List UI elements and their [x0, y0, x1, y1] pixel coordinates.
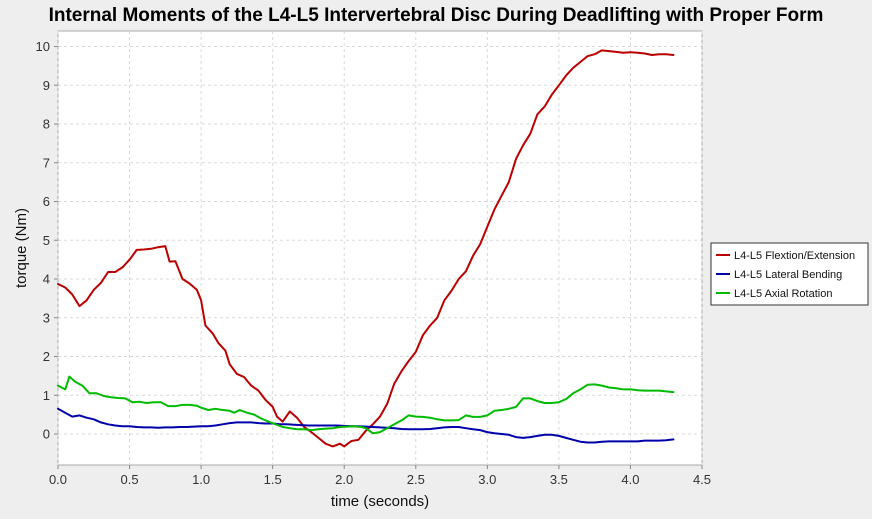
y-tick-label: 2 — [43, 349, 50, 364]
legend-box — [710, 242, 869, 306]
legend: L4-L5 Flextion/Extension L4-L5 Lateral Be… — [710, 242, 869, 306]
x-axis-title: time (seconds) — [331, 493, 429, 510]
legend-label-2: L4-L5 Lateral Bending — [734, 269, 842, 281]
y-tick-label: 0 — [43, 427, 50, 442]
y-axis-title: torque (Nm) — [13, 208, 30, 288]
y-tick-label: 6 — [43, 194, 50, 209]
series-layer — [57, 49, 675, 448]
series-line-2 — [57, 407, 675, 444]
y-tick-label: 8 — [43, 117, 50, 132]
chart-title: Internal Moments of the L4-L5 Interverte… — [49, 5, 824, 26]
x-tick-label: 2.5 — [407, 472, 425, 487]
x-tick-label: 0.0 — [49, 472, 67, 487]
y-tick-label: 5 — [43, 233, 50, 248]
x-tick-label: 4.0 — [621, 472, 639, 487]
x-tick-label: 4.5 — [693, 472, 711, 487]
x-tick-label: 0.5 — [121, 472, 139, 487]
series-line-3 — [57, 375, 675, 435]
y-tick-label: 3 — [43, 310, 50, 325]
legend-label-1: L4-L5 Flextion/Extension — [734, 250, 855, 262]
x-tick-label: 1.0 — [192, 472, 210, 487]
y-tick-label: 10 — [36, 39, 50, 54]
y-tick-label: 9 — [43, 78, 50, 93]
x-tick-label: 3.0 — [478, 472, 496, 487]
y-tick-label: 4 — [43, 272, 50, 287]
y-tick-label: 1 — [43, 388, 50, 403]
x-tick-label: 1.5 — [264, 472, 282, 487]
y-tick-label: 7 — [43, 155, 50, 170]
grid-layer — [57, 31, 703, 465]
legend-label-3: L4-L5 Axial Rotation — [734, 288, 832, 300]
axis-layer: 0.0 0.5 1.0 1.5 2.0 2.5 3.0 3.5 4.0 4.5 0 1 2 3 4 5 6 7 8 9… — [36, 39, 712, 487]
x-tick-label: 3.5 — [550, 472, 568, 487]
x-tick-label: 2.0 — [335, 472, 353, 487]
series-line-1 — [57, 49, 675, 448]
